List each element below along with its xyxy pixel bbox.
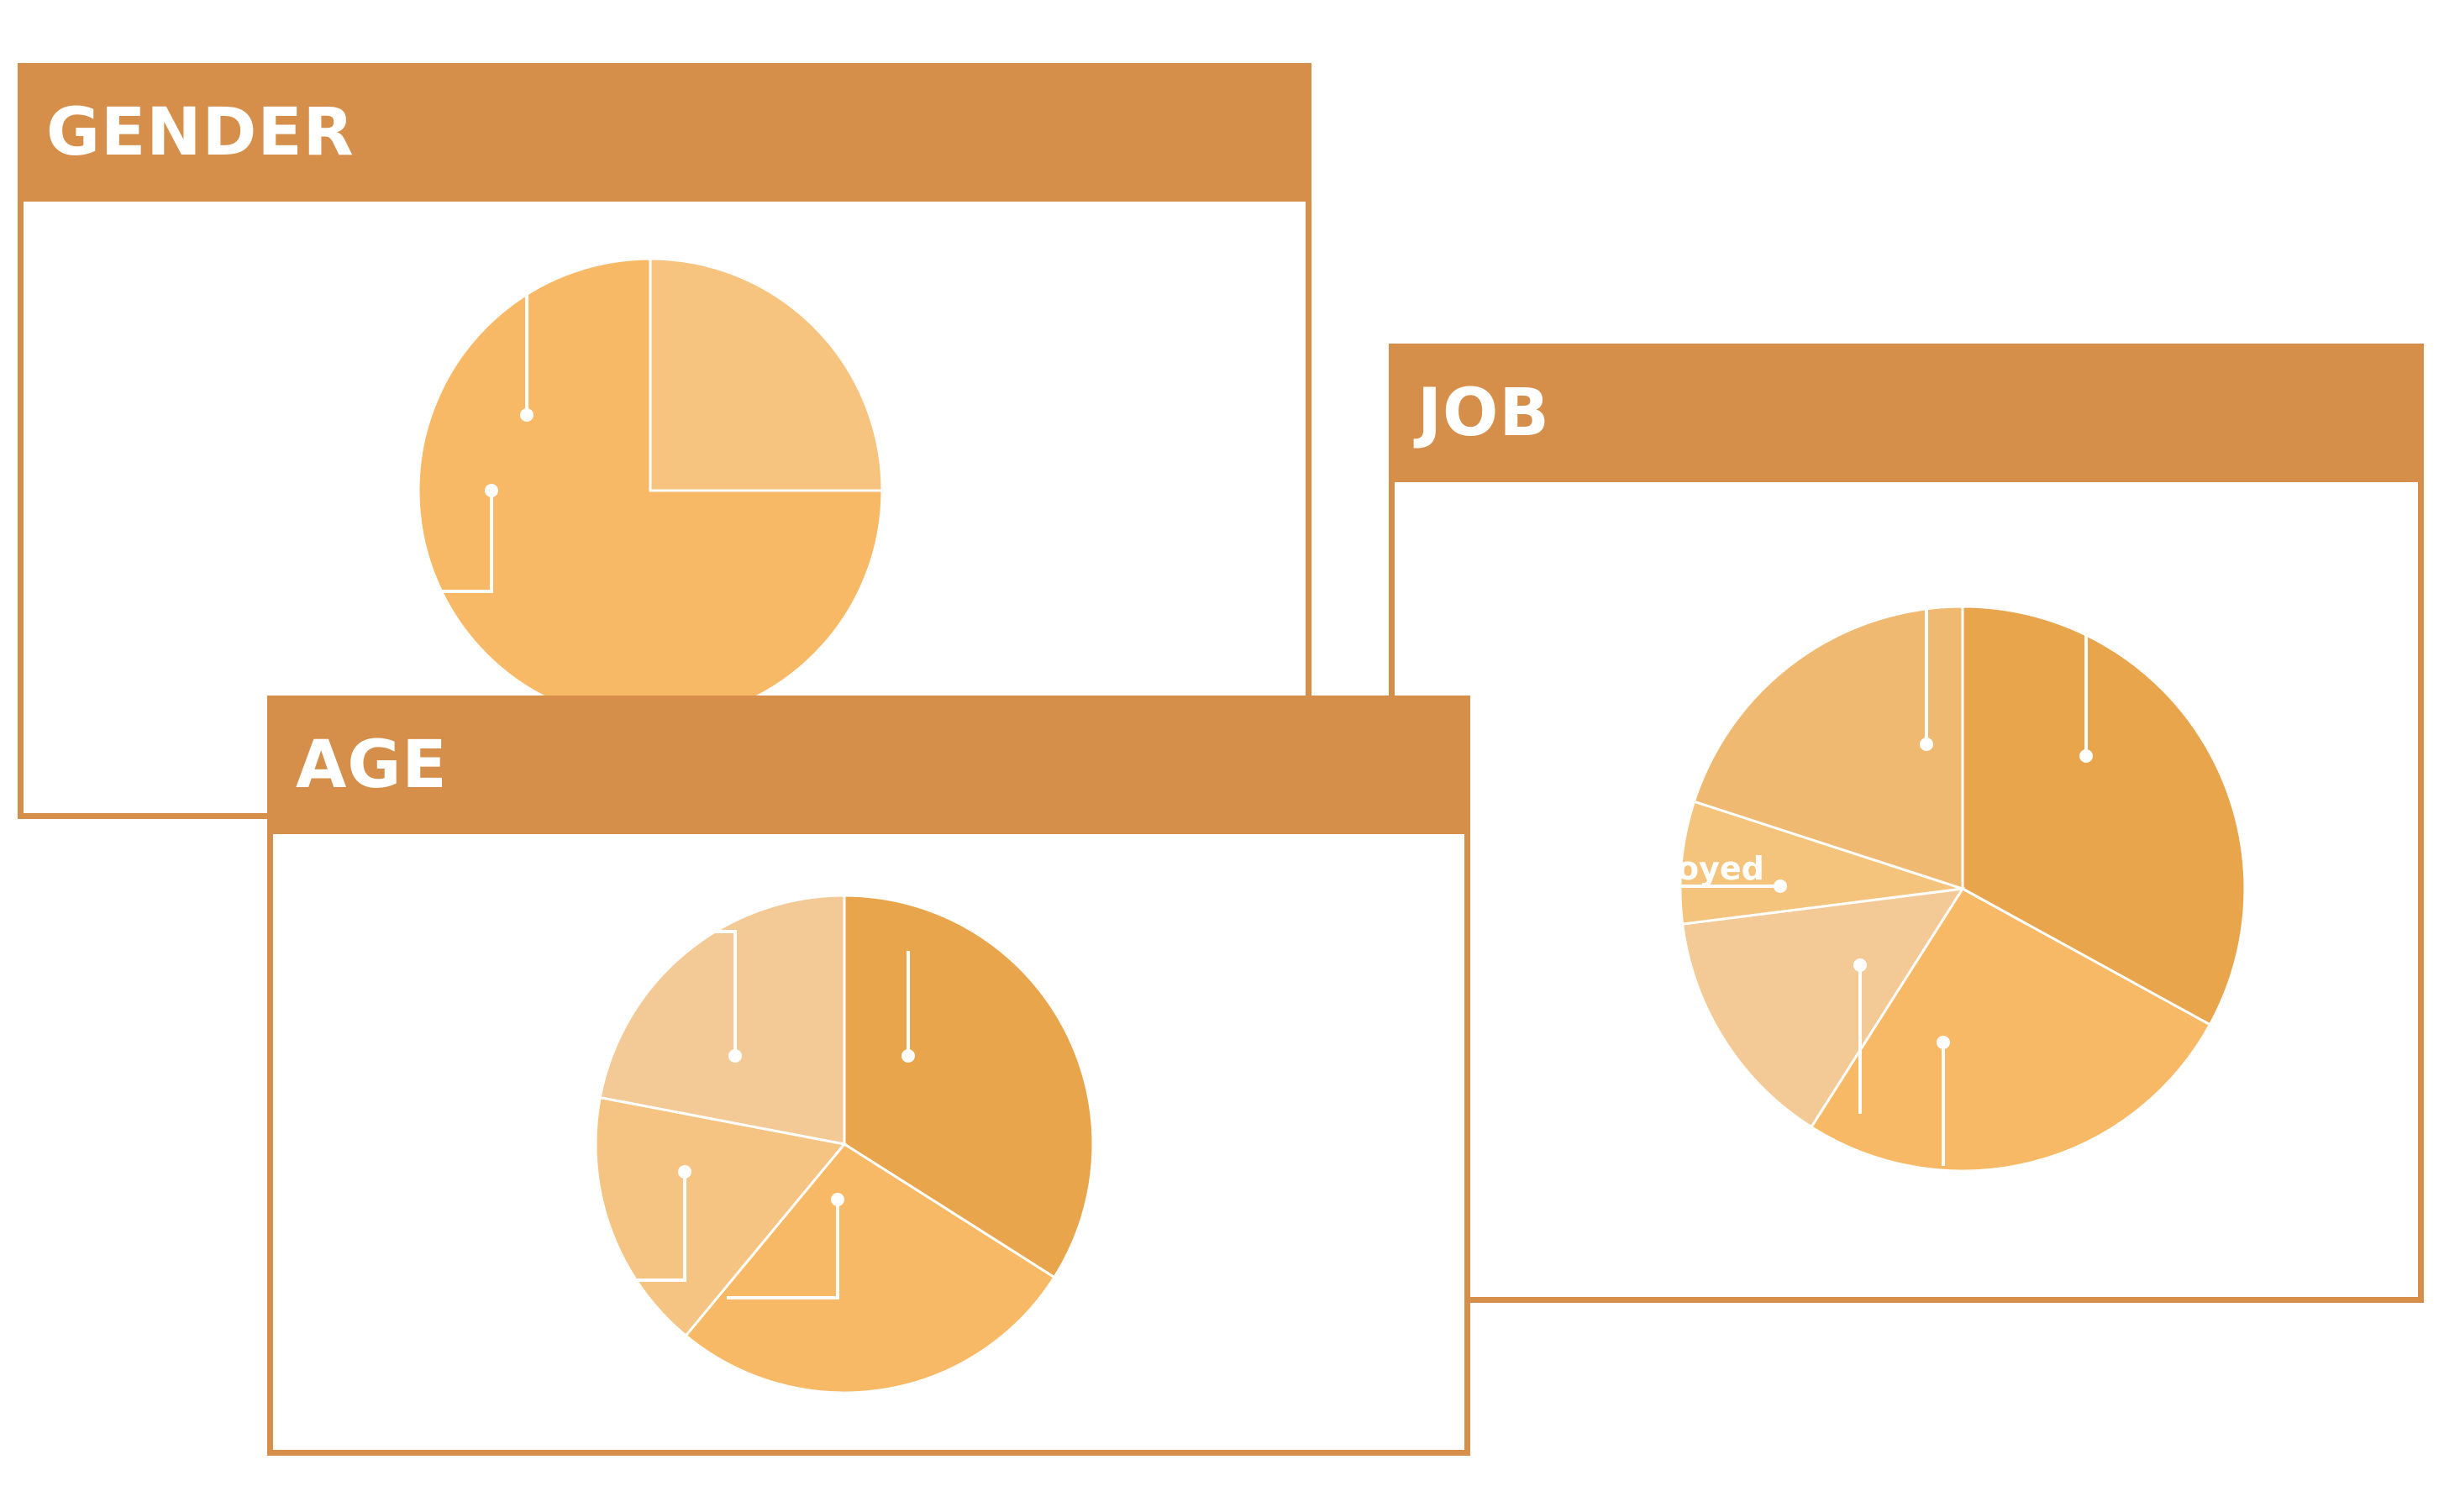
job-slice-1 xyxy=(1961,605,2247,1026)
job-leader-dot-3 xyxy=(1853,958,1867,972)
job-leader-dot-1 xyxy=(2079,749,2093,763)
age-leader-line-4 xyxy=(710,930,737,1056)
job-slice-5 xyxy=(1692,605,1964,891)
job-slice-3 xyxy=(1680,887,1965,1129)
gender-leader-dot-1 xyxy=(520,408,533,422)
gender-pie-chart xyxy=(417,257,884,724)
age-panel: AGE xyxy=(267,696,1470,1456)
age-slice-3 xyxy=(594,1095,847,1338)
age-leader-dot-4 xyxy=(728,1049,742,1063)
job-slice-2 xyxy=(1809,887,2212,1173)
age-leader-line-2 xyxy=(727,1200,839,1299)
gender-leader-dot-2 xyxy=(485,484,498,497)
gender-slice-1 xyxy=(649,257,884,492)
age-panel-header: AGE xyxy=(267,696,1470,834)
age-slice-1 xyxy=(843,894,1095,1279)
age-title: AGE xyxy=(296,727,448,803)
job-leader-dot-4 xyxy=(1774,879,1787,893)
job-slice-4 xyxy=(1679,800,1963,926)
job-panel: JOB oyed xyxy=(1389,344,2424,1303)
age-slice-2 xyxy=(684,1142,1056,1394)
gender-title: GENDER xyxy=(46,95,355,171)
job-pie-chart xyxy=(1679,605,2247,1173)
job-title: JOB xyxy=(1417,375,1550,451)
age-leader-dot-3 xyxy=(678,1165,691,1179)
job-leader-dot-2 xyxy=(1937,1036,1950,1049)
age-leader-line-3 xyxy=(630,1172,686,1282)
job-slice-label: oyed xyxy=(1677,850,1764,887)
gender-panel: GENDER xyxy=(18,63,1311,819)
gender-leader-line-2 xyxy=(439,491,493,593)
age-leader-dot-2 xyxy=(831,1193,844,1206)
gender-panel-header: GENDER xyxy=(18,63,1311,202)
job-leader-dot-5 xyxy=(1920,738,1933,751)
age-pie-chart xyxy=(594,894,1095,1394)
job-panel-header: JOB xyxy=(1389,344,2424,482)
age-leader-dot-1 xyxy=(901,1049,915,1063)
gender-slice-2 xyxy=(417,257,884,724)
age-slice-4 xyxy=(598,894,846,1146)
